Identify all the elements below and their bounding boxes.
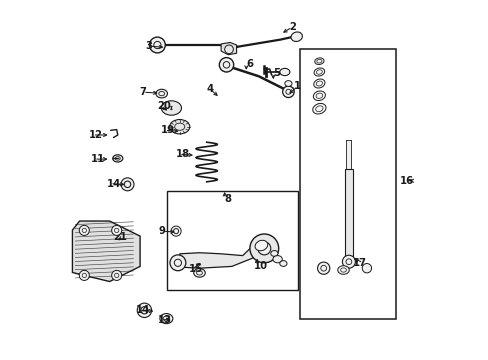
Text: 18: 18 bbox=[175, 149, 189, 159]
Text: 7: 7 bbox=[139, 87, 146, 97]
Circle shape bbox=[362, 264, 371, 273]
Text: 12: 12 bbox=[89, 130, 103, 140]
Text: 5: 5 bbox=[273, 68, 280, 78]
Ellipse shape bbox=[284, 81, 291, 86]
Circle shape bbox=[249, 234, 278, 263]
Text: 8: 8 bbox=[224, 194, 231, 204]
Circle shape bbox=[149, 37, 165, 53]
Circle shape bbox=[121, 178, 134, 191]
Circle shape bbox=[111, 225, 122, 235]
Ellipse shape bbox=[160, 314, 172, 324]
Text: 21: 21 bbox=[113, 232, 126, 242]
Circle shape bbox=[282, 86, 294, 98]
Polygon shape bbox=[179, 238, 265, 268]
Text: 2: 2 bbox=[288, 22, 295, 32]
Circle shape bbox=[224, 45, 233, 54]
Ellipse shape bbox=[314, 58, 324, 64]
Circle shape bbox=[257, 242, 270, 255]
Text: 10: 10 bbox=[253, 261, 267, 271]
Ellipse shape bbox=[279, 68, 289, 76]
Ellipse shape bbox=[313, 91, 325, 100]
Ellipse shape bbox=[169, 120, 189, 134]
Bar bbox=[300, 49, 395, 319]
Text: 3: 3 bbox=[145, 41, 152, 51]
Polygon shape bbox=[72, 221, 140, 282]
Circle shape bbox=[79, 270, 89, 280]
Ellipse shape bbox=[290, 32, 302, 41]
Circle shape bbox=[171, 226, 181, 236]
Text: 11: 11 bbox=[90, 154, 104, 164]
Circle shape bbox=[111, 270, 122, 280]
Ellipse shape bbox=[255, 240, 267, 251]
Text: 17: 17 bbox=[352, 258, 366, 268]
Circle shape bbox=[173, 229, 178, 234]
Ellipse shape bbox=[337, 266, 348, 274]
Text: 14: 14 bbox=[106, 179, 121, 189]
Circle shape bbox=[124, 181, 130, 188]
Text: 6: 6 bbox=[246, 59, 253, 69]
Circle shape bbox=[141, 307, 148, 314]
Text: 1: 1 bbox=[294, 81, 301, 91]
Text: 13: 13 bbox=[157, 315, 171, 325]
Bar bbox=[167, 191, 298, 290]
Text: 4: 4 bbox=[206, 84, 213, 94]
Polygon shape bbox=[221, 42, 236, 55]
Text: 16: 16 bbox=[399, 176, 413, 186]
Polygon shape bbox=[346, 140, 351, 169]
Text: 19: 19 bbox=[161, 125, 175, 135]
Circle shape bbox=[219, 58, 233, 72]
Ellipse shape bbox=[156, 89, 167, 98]
Circle shape bbox=[170, 255, 185, 271]
Circle shape bbox=[317, 262, 329, 274]
Text: 9: 9 bbox=[158, 226, 164, 236]
Text: 15: 15 bbox=[188, 264, 203, 274]
Text: 14: 14 bbox=[135, 305, 149, 315]
Ellipse shape bbox=[161, 101, 181, 115]
Ellipse shape bbox=[193, 269, 205, 277]
Ellipse shape bbox=[270, 251, 277, 256]
Ellipse shape bbox=[313, 79, 325, 88]
Circle shape bbox=[342, 255, 355, 268]
Text: 20: 20 bbox=[157, 101, 171, 111]
Ellipse shape bbox=[279, 261, 286, 266]
Ellipse shape bbox=[313, 68, 324, 76]
Circle shape bbox=[137, 303, 151, 318]
Bar bbox=[344, 169, 352, 257]
Ellipse shape bbox=[312, 103, 325, 114]
Ellipse shape bbox=[272, 256, 282, 263]
Circle shape bbox=[79, 225, 89, 235]
